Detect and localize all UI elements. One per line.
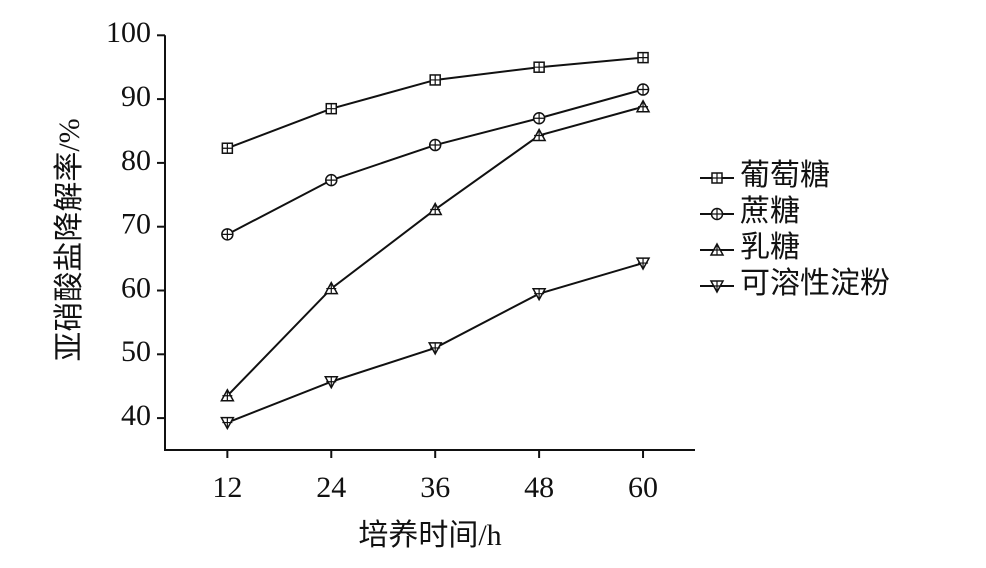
marker-cross bbox=[222, 390, 233, 401]
marker bbox=[221, 228, 234, 241]
marker bbox=[710, 207, 724, 221]
marker bbox=[635, 99, 651, 113]
y-tick-label: 70 bbox=[121, 208, 151, 241]
marker bbox=[531, 127, 547, 142]
x-tick-label: 48 bbox=[524, 471, 554, 504]
marker-cross bbox=[638, 101, 649, 112]
marker-cross bbox=[638, 258, 649, 269]
x-tick-label: 24 bbox=[316, 471, 346, 504]
marker bbox=[220, 388, 235, 402]
legend-label: 可溶性淀粉 bbox=[740, 267, 890, 300]
x-tick-label: 12 bbox=[212, 471, 242, 504]
marker bbox=[711, 172, 723, 184]
marker bbox=[220, 416, 235, 431]
marker-cross bbox=[534, 62, 545, 73]
marker-cross bbox=[222, 143, 233, 154]
marker bbox=[427, 201, 443, 216]
marker bbox=[325, 173, 338, 187]
marker-cross bbox=[712, 209, 722, 219]
y-tick-label: 50 bbox=[121, 335, 151, 368]
legend-label: 蔗糖 bbox=[740, 195, 800, 228]
marker-cross bbox=[222, 229, 233, 240]
marker bbox=[637, 51, 649, 64]
y-tick-label: 40 bbox=[121, 399, 151, 432]
marker-cross bbox=[222, 417, 233, 428]
marker-cross bbox=[534, 113, 545, 124]
marker bbox=[324, 375, 339, 390]
y-tick-label: 100 bbox=[106, 16, 151, 49]
marker-cross bbox=[326, 175, 337, 186]
legend-label: 乳糖 bbox=[740, 231, 800, 264]
marker-cross bbox=[534, 130, 545, 141]
marker bbox=[324, 281, 339, 295]
axes bbox=[164, 35, 695, 451]
y-axis-label: 亚硝酸盐降解率/% bbox=[53, 118, 86, 361]
marker bbox=[709, 242, 725, 256]
marker-cross bbox=[326, 283, 337, 294]
x-tick-label: 36 bbox=[420, 471, 450, 504]
series-line bbox=[226, 56, 644, 150]
marker-cross bbox=[326, 103, 337, 114]
marker bbox=[532, 111, 546, 125]
y-tick-label: 60 bbox=[121, 271, 151, 304]
marker bbox=[427, 342, 443, 356]
marker-cross bbox=[430, 74, 441, 85]
marker-cross bbox=[712, 245, 722, 255]
marker bbox=[636, 83, 650, 96]
x-tick-label: 60 bbox=[628, 471, 658, 504]
marker-cross bbox=[430, 140, 441, 151]
marker-cross bbox=[430, 204, 441, 215]
marker-cross bbox=[712, 281, 722, 291]
marker-cross bbox=[638, 84, 649, 95]
legend-label: 葡萄糖 bbox=[740, 159, 830, 192]
marker bbox=[533, 61, 545, 73]
marker bbox=[428, 138, 442, 152]
marker-cross bbox=[534, 288, 545, 299]
x-axis-label: 培养时间/h bbox=[358, 519, 501, 552]
marker-cross bbox=[430, 342, 441, 353]
marker bbox=[429, 74, 441, 86]
marker bbox=[709, 280, 725, 294]
y-tick-label: 80 bbox=[121, 144, 151, 177]
marker bbox=[531, 287, 547, 302]
marker bbox=[221, 142, 234, 154]
marker-cross bbox=[712, 173, 722, 183]
marker-cross bbox=[326, 376, 337, 387]
y-tick-label: 90 bbox=[121, 80, 151, 113]
marker bbox=[325, 102, 338, 115]
marker-cross bbox=[638, 52, 649, 63]
marker bbox=[635, 257, 651, 271]
